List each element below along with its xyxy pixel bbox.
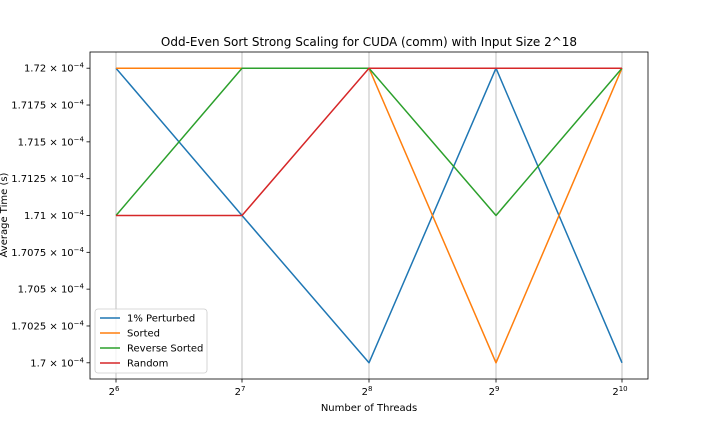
x-axis-title: Number of Threads — [321, 403, 417, 414]
legend-label: 1% Perturbed — [127, 314, 195, 325]
legend-label: Reverse Sorted — [127, 344, 203, 355]
x-tick-label: 26 — [109, 385, 120, 398]
x-axis-ticks: 26 27 28 29 210 — [109, 379, 628, 398]
legend-box — [94, 308, 208, 374]
y-axis-title: Average Time (s) — [0, 172, 10, 257]
legend-label: Random — [127, 359, 168, 370]
y-tick-label: 1.71 × 10−4 — [24, 209, 85, 222]
series-lines — [115, 67, 623, 364]
y-tick-label: 1.7175 × 10−4 — [11, 99, 84, 112]
y-tick-label: 1.72 × 10−4 — [24, 62, 85, 75]
legend: 1% Perturbed Sorted Reverse Sorted Random — [94, 308, 208, 374]
x-tick-label: 28 — [362, 385, 373, 398]
y-tick-label: 1.7075 × 10−4 — [11, 246, 84, 259]
legend-label: Sorted — [127, 329, 160, 340]
y-tick-label: 1.715 × 10−4 — [18, 135, 85, 148]
y-tick-label: 1.7 × 10−4 — [30, 356, 84, 369]
series-line — [116, 67, 622, 217]
y-axis-ticks: 1.7 × 10−4 1.7025 × 10−4 1.705 × 10−4 1.707… — [11, 62, 90, 369]
x-tick-label: 27 — [235, 385, 246, 398]
y-tick-label: 1.7125 × 10−4 — [11, 172, 84, 185]
chart-title: Odd-Even Sort Strong Scaling for CUDA (c… — [161, 35, 577, 49]
x-tick-label: 29 — [489, 385, 500, 398]
y-tick-label: 1.705 × 10−4 — [18, 283, 85, 296]
y-tick-label: 1.7025 × 10−4 — [11, 319, 84, 332]
